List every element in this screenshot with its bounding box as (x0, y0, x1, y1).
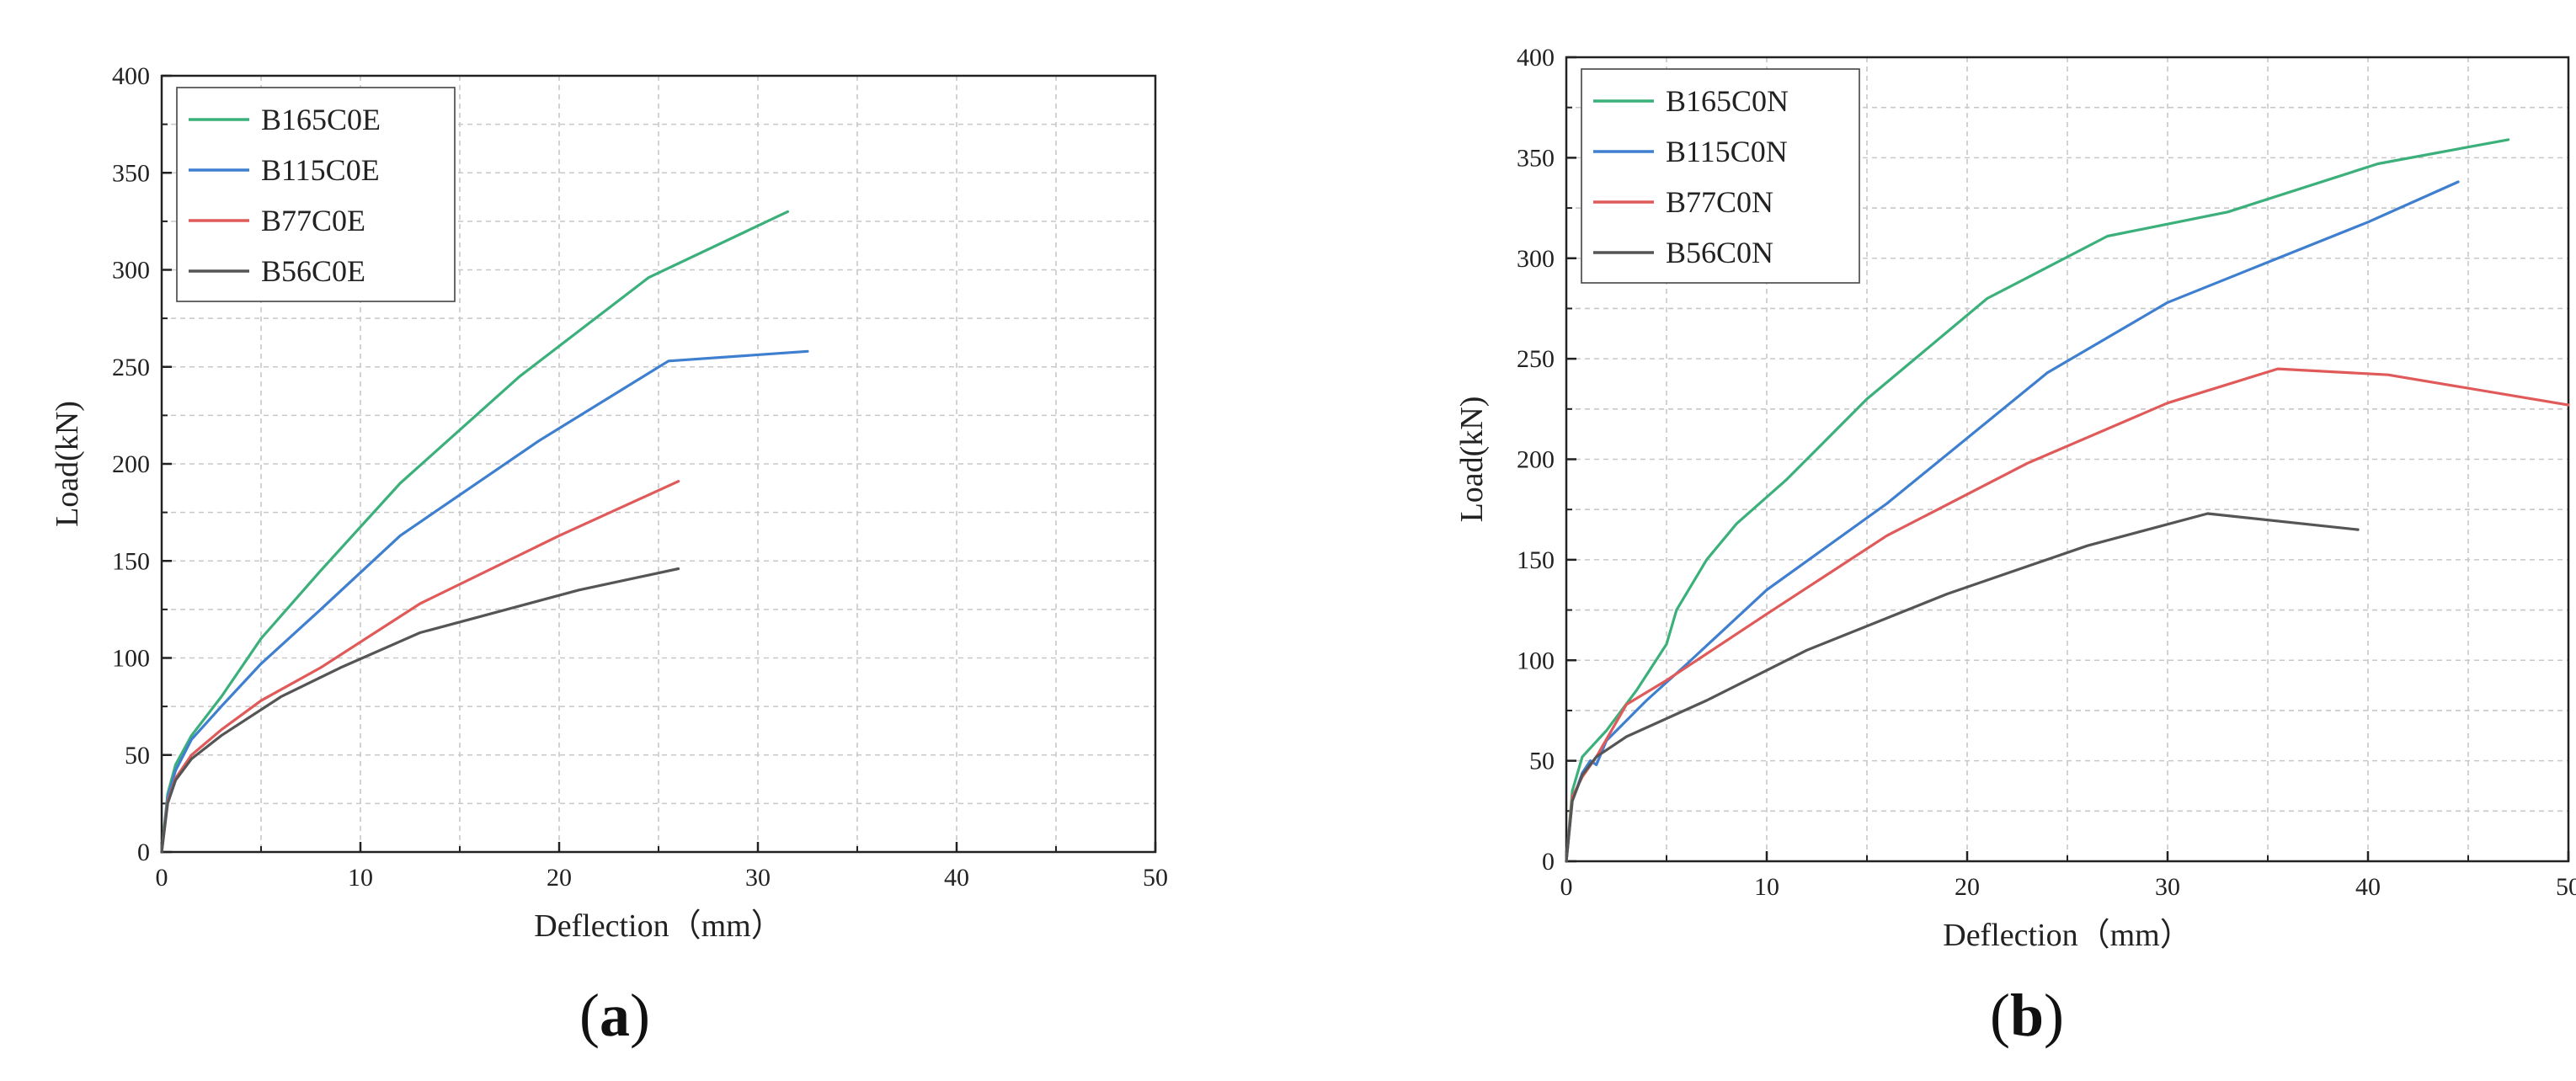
x-axis-title-b: Deflection（mm） (1943, 918, 2191, 953)
ticks-b: 0 50 100 150 200 250 300 350 400 0 10 20 30 40 50 (1517, 44, 2576, 901)
chart-panel-b: 0 50 100 150 200 250 300 350 400 0 10 20 30 40 50 Defle… (1314, 0, 2576, 1081)
legend-label-B115C0E: B115C0E (261, 153, 380, 187)
y-tick-label: 400 (112, 62, 150, 90)
y-tick-label: 350 (112, 159, 150, 187)
ticks-a: 0 50 100 150 200 250 300 350 400 0 10 20 30 40 50 (112, 62, 1168, 892)
chart-a-svg: 0 50 100 150 200 250 300 350 400 0 10 20 30 40 50 Defle… (50, 62, 1168, 944)
legend-b: B165C0N B115C0N B77C0N B56C0N (1581, 68, 1860, 284)
y-axis-title-a: Load(kN) (50, 401, 85, 527)
x-tick-label: 50 (1143, 864, 1168, 892)
x-tick-label: 40 (944, 864, 969, 892)
y-tick-label: 250 (112, 354, 150, 381)
x-tick-label: 0 (156, 864, 168, 892)
y-tick-label: 400 (1517, 44, 1555, 72)
legend-label-B56C0E: B56C0E (261, 254, 365, 288)
y-tick-label: 0 (137, 839, 150, 866)
legend-label-B56C0N: B56C0N (1666, 236, 1773, 269)
y-tick-label: 200 (112, 450, 150, 478)
grid-a (162, 76, 1155, 852)
legend-a: B165C0E B115C0E B77C0E B56C0E (176, 87, 456, 302)
chart-b-svg: 0 50 100 150 200 250 300 350 400 0 10 20 30 40 50 Defle… (1454, 44, 2576, 953)
x-tick-label: 20 (547, 864, 572, 892)
legend-label-B115C0N: B115C0N (1666, 135, 1788, 168)
x-tick-label: 40 (2355, 873, 2381, 901)
x-axis-title-a: Deflection（mm） (534, 908, 782, 944)
x-tick-label: 20 (1955, 873, 1980, 901)
y-tick-label: 250 (1517, 345, 1555, 373)
y-tick-label: 150 (1517, 546, 1555, 574)
legend-label-B165C0E: B165C0E (261, 103, 381, 136)
x-tick-label: 30 (745, 864, 771, 892)
legend-box (176, 87, 456, 302)
x-tick-label: 30 (2155, 873, 2180, 901)
y-tick-label: 0 (1542, 848, 1555, 876)
panel-label-b-text: b (2009, 982, 2045, 1049)
y-tick-label: 50 (1529, 748, 1555, 775)
y-tick-label: 150 (112, 547, 150, 575)
series-line-B165C0E (160, 210, 789, 854)
x-tick-label: 50 (2556, 873, 2576, 901)
panel-label-a: (a) (579, 982, 650, 1049)
x-tick-label: 10 (348, 864, 373, 892)
legend-label-B165C0N: B165C0N (1666, 84, 1789, 118)
y-tick-label: 300 (1517, 245, 1555, 273)
legend-label-B77C0N: B77C0N (1666, 185, 1773, 219)
legend-box (1581, 68, 1860, 284)
y-tick-label: 50 (125, 742, 150, 769)
y-axis-title-b: Load(kN) (1454, 397, 1490, 523)
series-line-B115C0N (1565, 180, 2460, 863)
series-line-B165C0N (1565, 138, 2510, 863)
x-tick-label: 0 (1560, 873, 1573, 901)
y-tick-label: 350 (1517, 144, 1555, 172)
chart-panel-a: 0 50 100 150 200 250 300 350 400 0 10 20 30 40 50 Defle… (0, 0, 1263, 1081)
y-tick-label: 300 (112, 257, 150, 285)
panel-label-b: (b) (1989, 982, 2064, 1049)
y-tick-label: 200 (1517, 446, 1555, 474)
y-tick-label: 100 (112, 645, 150, 673)
panel-label-a-text: a (600, 982, 630, 1049)
series-line-B115C0E (160, 349, 809, 854)
y-tick-label: 100 (1517, 647, 1555, 674)
legend-label-B77C0E: B77C0E (261, 204, 365, 237)
x-tick-label: 10 (1754, 873, 1779, 901)
series-line-B56C0E (160, 567, 680, 854)
series-line-B56C0N (1565, 512, 2360, 863)
series-line-B77C0E (160, 480, 680, 854)
